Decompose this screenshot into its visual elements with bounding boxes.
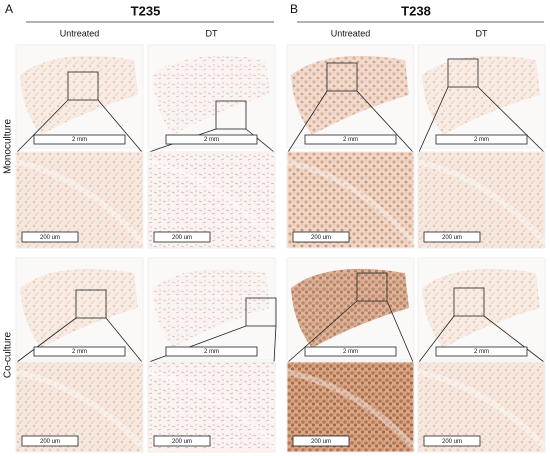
zoom-box — [447, 58, 479, 88]
column-header: Untreated — [60, 28, 100, 38]
panel-title: T235 — [131, 3, 161, 18]
scale-label: 200 um — [311, 439, 331, 445]
image-cell: 2 mm 200 um — [147, 44, 278, 249]
scale-bar — [435, 346, 528, 357]
panel-label: A — [5, 2, 13, 16]
scale-label: 200 um — [442, 235, 462, 241]
tissue-edge — [286, 159, 417, 245]
column-header: DT — [476, 28, 488, 38]
image-cell: 2 mm 200 um — [15, 44, 146, 249]
scale-label: 2 mm — [204, 137, 219, 143]
scale-label: 2 mm — [474, 349, 489, 355]
zoom-box — [75, 289, 107, 319]
scale-bar — [33, 134, 126, 145]
image-cell: 2 mm 200 um — [286, 257, 417, 453]
tissue-edge — [417, 369, 548, 450]
zoom-box — [67, 71, 99, 101]
tissue — [422, 55, 540, 135]
zoom-line — [273, 325, 277, 363]
tissue — [422, 268, 540, 348]
scale-label: 2 mm — [72, 137, 87, 143]
zoom-box — [356, 272, 388, 302]
zoom-box — [326, 62, 358, 92]
scale-bar — [304, 134, 397, 145]
image-cell: 2 mm 200 um — [147, 257, 278, 453]
scale-bar — [423, 231, 481, 243]
zoom-line — [16, 99, 69, 153]
tissue-edge — [286, 369, 417, 450]
tissue — [152, 55, 270, 135]
zoom-box — [453, 287, 485, 317]
scale-label: 2 mm — [474, 137, 489, 143]
zoom-line — [418, 315, 455, 363]
zoom-line — [477, 86, 545, 153]
image-cell: 2 mm 200 um — [15, 257, 146, 453]
zoom-line — [483, 315, 545, 363]
zoom-line — [97, 99, 143, 153]
scale-bar — [165, 346, 258, 357]
scale-label: 2 mm — [72, 349, 87, 355]
tissue-edge — [147, 369, 278, 450]
scale-label: 200 um — [40, 439, 60, 445]
tissue — [291, 268, 409, 348]
row-label: Co-culture — [3, 332, 14, 379]
tissue — [152, 268, 270, 348]
scale-label: 2 mm — [343, 137, 358, 143]
zoom-line — [287, 90, 328, 153]
zoom-box — [245, 297, 277, 327]
zoom-line — [356, 90, 414, 153]
scale-bar — [21, 231, 79, 243]
row-label: Monoculture — [3, 119, 14, 174]
scale-label: 200 um — [172, 235, 192, 241]
scale-bar — [153, 435, 211, 447]
panel-label: B — [290, 2, 298, 16]
scale-bar — [292, 231, 350, 243]
scale-label: 2 mm — [204, 349, 219, 355]
tissue-edge — [417, 159, 548, 245]
tissue-edge — [15, 369, 146, 450]
scale-bar — [304, 346, 397, 357]
zoom-box — [215, 100, 247, 130]
tissue-edge — [15, 159, 146, 245]
scale-bar — [435, 134, 528, 145]
zoom-line — [245, 128, 275, 153]
image-cell: 2 mm 200 um — [286, 44, 417, 249]
scale-label: 200 um — [442, 439, 462, 445]
scale-label: 200 um — [311, 235, 331, 241]
zoom-line — [287, 300, 358, 363]
scale-label: 200 um — [40, 235, 60, 241]
tissue-edge — [147, 159, 278, 245]
scale-bar — [153, 231, 211, 243]
scale-bar — [165, 134, 258, 145]
scale-label: 200 um — [172, 439, 192, 445]
tissue — [20, 268, 138, 348]
zoom-line — [148, 325, 247, 363]
tissue — [20, 55, 138, 135]
column-header: DT — [206, 28, 218, 38]
tissue — [291, 55, 409, 135]
zoom-line — [386, 300, 414, 363]
zoom-line — [105, 317, 143, 363]
scale-label: 2 mm — [343, 349, 358, 355]
scale-bar — [292, 435, 350, 447]
scale-bar — [423, 435, 481, 447]
zoom-line — [16, 317, 77, 363]
panel-title: T238 — [401, 3, 431, 18]
image-cell: 2 mm 200 um — [417, 257, 548, 453]
column-header: Untreated — [331, 28, 371, 38]
image-cell: 2 mm 200 um — [417, 44, 548, 249]
scale-bar — [21, 435, 79, 447]
scale-bar — [33, 346, 126, 357]
zoom-line — [418, 86, 449, 153]
